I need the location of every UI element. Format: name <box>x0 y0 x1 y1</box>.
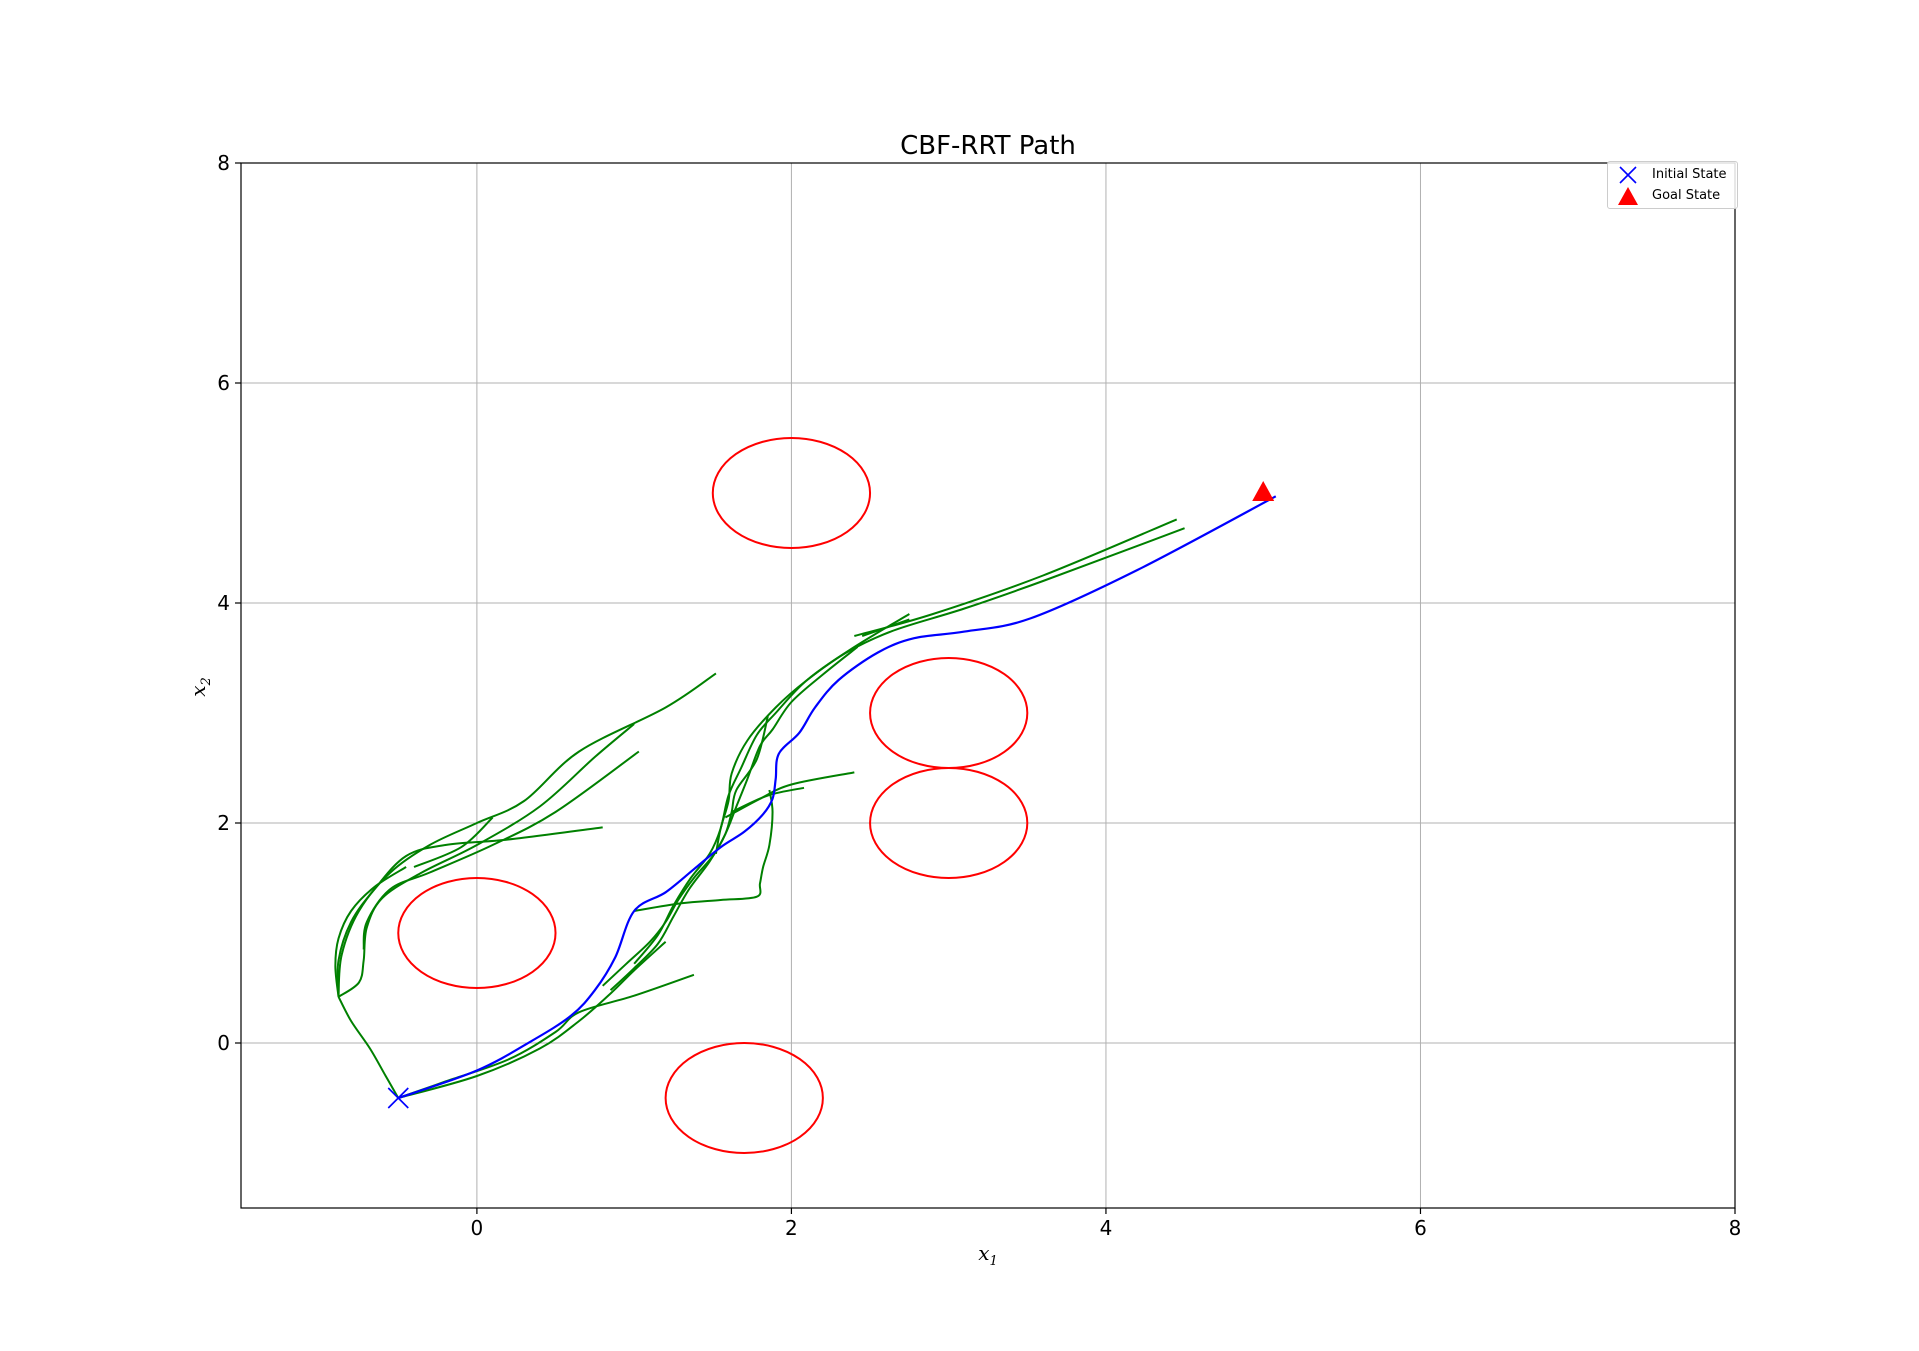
planned-path <box>397 495 1277 1100</box>
tree-branch <box>362 750 640 950</box>
tree-branch <box>413 816 494 868</box>
x-tick-label: 8 <box>1729 1216 1742 1240</box>
grid <box>241 162 1736 1208</box>
x-axis-label: x1 <box>978 1241 998 1269</box>
tree-branch <box>336 826 603 997</box>
tree-branch <box>724 771 855 819</box>
goal-state-marker <box>1252 481 1275 501</box>
y-tick-label: 4 <box>217 591 230 615</box>
x-tick-label: 0 <box>471 1216 484 1240</box>
x-tick-label: 2 <box>785 1216 798 1240</box>
y-tick-label: 8 <box>217 151 230 175</box>
obstacle-circle <box>711 437 872 549</box>
y-tick-label: 0 <box>217 1031 230 1055</box>
obstacle-circle <box>664 1042 824 1154</box>
obstacle-circle <box>869 657 1029 769</box>
tree-branch <box>337 672 717 997</box>
tree-branch <box>397 941 667 1099</box>
rrt-tree <box>334 518 1185 1099</box>
tree-branch <box>337 723 635 998</box>
legend-item-initial-state: Initial State <box>1608 165 1737 185</box>
tree-branch <box>337 996 400 1099</box>
obstacle-circle <box>869 767 1029 879</box>
y-tick-label: 2 <box>217 811 230 835</box>
x-tick-label: 4 <box>1100 1216 1113 1240</box>
y-axis-label: x2 <box>186 677 214 697</box>
obstacles <box>397 437 1029 1154</box>
initial-state-marker <box>387 1087 409 1109</box>
state-markers <box>387 481 1275 1109</box>
tree-branch <box>633 789 774 912</box>
tree-branch <box>861 618 910 637</box>
axes-frame <box>240 162 1736 1209</box>
legend-item-goal-state: Goal State <box>1608 186 1737 206</box>
legend-label: Initial State <box>1652 167 1727 182</box>
tree-branch <box>602 716 769 987</box>
y-tick-label: 6 <box>217 371 230 395</box>
triangle-marker-icon <box>1618 187 1638 205</box>
obstacle-circle <box>397 877 557 989</box>
legend-label: Goal State <box>1652 188 1721 203</box>
tree-branch <box>397 973 695 1099</box>
chart-title: CBF-RRT Path <box>900 131 1076 161</box>
x-tick-label: 6 <box>1414 1216 1427 1240</box>
legend: Initial State Goal State <box>1607 161 1738 209</box>
tree-branch <box>609 646 859 991</box>
path-line <box>397 495 1277 1100</box>
ticks: 0 2 4 6 8 0 2 4 6 8 <box>217 151 1741 1240</box>
x-marker-icon <box>1619 166 1637 184</box>
tree-branch <box>714 527 1185 854</box>
